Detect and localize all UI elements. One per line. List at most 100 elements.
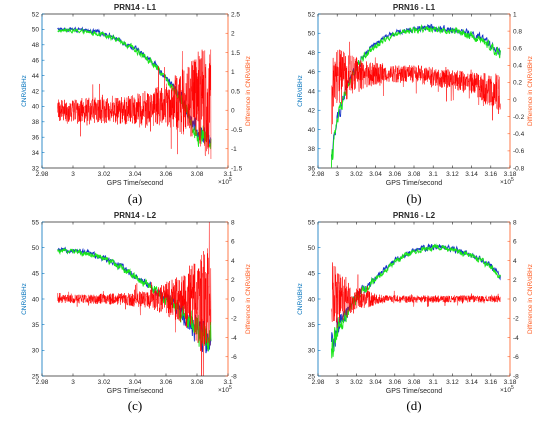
y-tick-label-right: 2.5 xyxy=(231,11,240,18)
x-tick-label: 3.08 xyxy=(408,171,421,178)
x-tick-label: 3.12 xyxy=(446,171,459,178)
x-axis-label: GPS Time/second xyxy=(107,180,164,187)
y-axis-label-left: CNR/dBHz xyxy=(21,75,28,107)
y-tick-label-right: -0.5 xyxy=(231,127,243,134)
y-tick-label-right: 4 xyxy=(513,258,517,265)
chart-title: PRN16 - L1 xyxy=(393,3,436,12)
y-tick-label-left: 45 xyxy=(32,271,40,278)
y-tick-label-right: -4 xyxy=(513,335,519,342)
x-tick-label: 3.02 xyxy=(98,379,111,386)
x-tick-label: 3.06 xyxy=(388,171,401,178)
series-group xyxy=(57,222,212,376)
y-tick-label-left: 50 xyxy=(32,245,40,252)
series-line-red xyxy=(331,262,501,328)
y-tick-label-right: 8 xyxy=(513,219,517,226)
y-tick-label-left: 38 xyxy=(308,146,316,153)
y-tick-label-left: 32 xyxy=(32,165,40,172)
y-tick-label-left: 36 xyxy=(32,135,40,142)
x-tick-label: 3.14 xyxy=(465,171,478,178)
y-tick-label-left: 50 xyxy=(308,31,316,38)
y-tick-label-right: -1.5 xyxy=(231,165,243,172)
x-tick-label: 3 xyxy=(335,379,339,386)
y-tick-label-right: -8 xyxy=(513,373,519,380)
x-axis-label: GPS Time/second xyxy=(386,388,443,395)
x-tick-label: 3.1 xyxy=(429,171,438,178)
y-tick-label-right: 6 xyxy=(513,239,517,246)
chart-title: PRN16 - L2 xyxy=(393,211,436,220)
series-line-blue xyxy=(57,246,212,354)
x-tick-label: 3 xyxy=(71,171,75,178)
y-tick-label-left: 40 xyxy=(32,296,40,303)
chart-panel-1: 2.98 3 3.02 3.04 3.06 3.08 3.1 32 34 36 38 40 42 44 46… xyxy=(21,3,252,206)
y-tick-label-left: 25 xyxy=(308,373,316,380)
y-tick-label-left: 36 xyxy=(308,165,316,172)
series-line-green xyxy=(330,23,501,168)
y-axis-label-left: CNR/dBHz xyxy=(297,283,304,315)
y-tick-label-left: 50 xyxy=(32,27,40,34)
y-tick-label-left: 40 xyxy=(32,104,40,111)
y-tick-label-right: 1 xyxy=(231,69,235,76)
y-tick-label-right: -1 xyxy=(231,146,237,153)
y-tick-label-right: 0.5 xyxy=(231,88,240,95)
series-line-red xyxy=(57,222,212,376)
x-tick-label: 2.98 xyxy=(312,171,325,178)
panel-caption: (d) xyxy=(406,398,421,413)
chart-panel-2: 2.98 3 3.02 3.04 3.06 3.08 3.1 3.12 3.14 3.16 3.18… xyxy=(297,3,534,206)
x-tick-label: 3.16 xyxy=(484,379,497,386)
x-tick-label: 2.98 xyxy=(36,171,49,178)
y-tick-label-left: 30 xyxy=(308,348,316,355)
y-tick-label-right: -0.4 xyxy=(513,131,525,138)
x-tick-label: 3 xyxy=(71,379,75,386)
y-tick-label-right: 0.2 xyxy=(513,80,522,87)
x-exponent-power: 5 xyxy=(229,385,232,391)
x-exponent-label: ×105 xyxy=(500,385,514,394)
x-tick-label: 3.08 xyxy=(408,379,421,386)
y-tick-label-right: 6 xyxy=(231,239,235,246)
y-tick-label-left: 25 xyxy=(32,373,40,380)
y-tick-label-left: 52 xyxy=(32,11,40,18)
panel-caption: (c) xyxy=(128,398,142,413)
y-tick-label-right: 1.5 xyxy=(231,50,240,57)
x-tick-label: 3.1 xyxy=(223,171,232,178)
y-tick-label-right: 0 xyxy=(231,296,235,303)
chart-panel-3: 2.98 3 3.02 3.04 3.06 3.08 3.125303540455055-8… xyxy=(21,211,252,413)
y-tick-label-left: 48 xyxy=(32,42,40,49)
x-axis-label: GPS Time/second xyxy=(107,388,164,395)
x-exponent-base: ×10 xyxy=(500,387,511,394)
series-group xyxy=(57,26,212,159)
series-group xyxy=(330,23,501,168)
series-line-red xyxy=(331,41,501,135)
y-tick-label-right: -4 xyxy=(231,335,237,342)
y-axis-label-right: Difference in CNR/dBHz xyxy=(245,264,252,334)
x-tick-label: 3.06 xyxy=(388,379,401,386)
y-tick-label-left: 55 xyxy=(32,219,40,226)
series-line-red xyxy=(57,49,212,159)
x-exponent-power: 5 xyxy=(511,177,514,183)
x-tick-label: 3.04 xyxy=(369,379,382,386)
x-tick-label: 3.04 xyxy=(129,379,142,386)
y-tick-label-left: 38 xyxy=(32,119,40,126)
x-tick-label: 3 xyxy=(335,171,339,178)
y-tick-label-right: 0 xyxy=(513,296,517,303)
panel-caption: (a) xyxy=(128,191,142,206)
x-tick-label: 3.08 xyxy=(191,171,204,178)
y-tick-label-right: 8 xyxy=(231,219,235,226)
y-axis-label-right: Difference in CNR/dBHz xyxy=(245,56,252,126)
y-tick-label-right: -8 xyxy=(231,373,237,380)
x-tick-label: 3.16 xyxy=(484,171,497,178)
chart-panel-4: 2.98 3 3.02 3.04 3.06 3.08 3.1 3.12 3.14 3.16 3.18… xyxy=(297,211,534,413)
x-tick-label: 2.98 xyxy=(312,379,325,386)
y-tick-label-right: 1 xyxy=(513,11,517,18)
y-tick-label-right: 2 xyxy=(231,31,235,38)
y-tick-label-right: 0 xyxy=(513,97,517,104)
y-axis-label-left: CNR/dBHz xyxy=(297,75,304,107)
y-tick-label-right: 0 xyxy=(231,108,235,115)
y-tick-label-left: 45 xyxy=(308,271,316,278)
chart-title: PRN14 - L2 xyxy=(114,211,157,220)
panel-caption: (b) xyxy=(406,191,421,206)
y-tick-label-left: 40 xyxy=(308,296,316,303)
x-axis-label: GPS Time/second xyxy=(386,180,443,187)
x-exponent-label: ×105 xyxy=(218,177,232,186)
x-tick-label: 3.18 xyxy=(504,379,517,386)
y-tick-label-right: -2 xyxy=(513,316,519,323)
